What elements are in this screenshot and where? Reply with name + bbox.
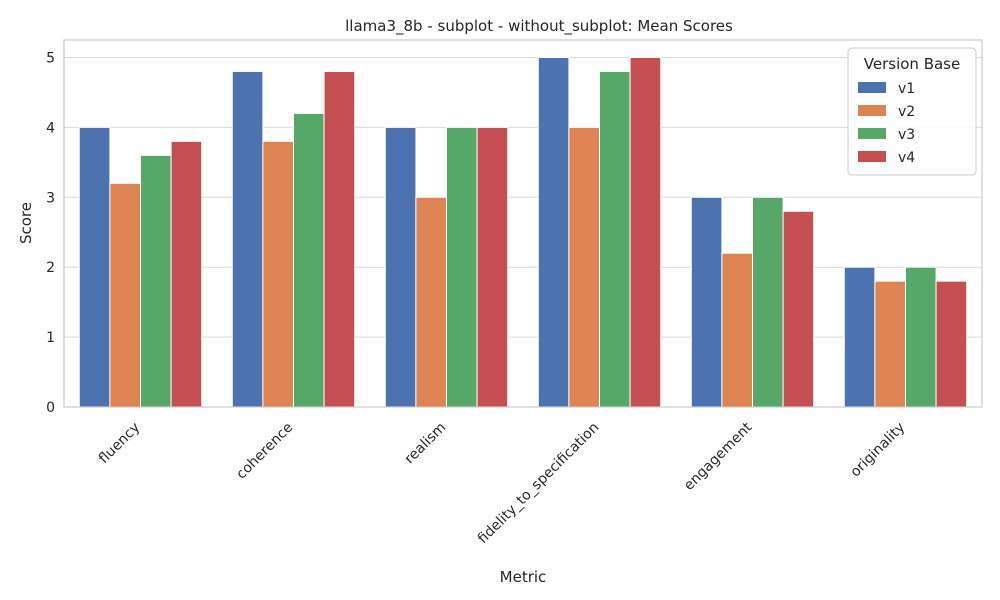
bar-v1-coherence — [231, 70, 264, 408]
legend-title: Version Base — [864, 55, 960, 73]
x-tick-label: fidelity_to_specification — [475, 420, 602, 547]
bar-v1-engagement — [690, 196, 723, 408]
legend-box — [847, 47, 977, 176]
bar-v1-fidelity_to_specification — [537, 56, 570, 408]
x-tick-label: engagement — [681, 419, 756, 494]
x-tick-label: originality — [848, 420, 909, 481]
bar-v2-originality — [874, 280, 907, 408]
x-tick-labels: fluency coherence realism fidelity_to_speci… — [96, 419, 908, 547]
bar-v2-fluency — [109, 182, 142, 408]
bars — [78, 56, 968, 408]
y-tick-label: 1 — [46, 330, 55, 346]
bar-v3-engagement — [752, 196, 784, 408]
axes — [63, 39, 983, 408]
bar-v1-realism — [384, 126, 417, 408]
bar-v3-fidelity_to_specification — [599, 70, 631, 408]
y-tick-label: 0 — [46, 400, 55, 416]
x-axis-label: Metric — [500, 568, 547, 586]
legend-label-v1: v1 — [898, 81, 915, 97]
legend: Version Base v1 v2 v3 v4 — [847, 47, 977, 176]
y-tick-label: 2 — [46, 260, 55, 276]
legend-label-v2: v2 — [898, 104, 915, 120]
bar-v3-originality — [905, 266, 937, 408]
bar-v4-coherence — [323, 70, 356, 408]
legend-swatch-v3 — [858, 128, 886, 139]
x-tick-label: fluency — [96, 420, 143, 467]
bar-v3-fluency — [140, 154, 172, 408]
x-tick-label: realism — [402, 420, 450, 468]
bar-v3-realism — [446, 126, 478, 408]
legend-label-v4: v4 — [898, 150, 915, 166]
y-tick-labels: 0 1 2 3 4 5 — [46, 50, 55, 416]
legend-swatch-v2 — [858, 105, 886, 116]
bar-v2-realism — [415, 196, 447, 408]
bar-v2-coherence — [262, 140, 294, 408]
bar-v4-fidelity_to_specification — [629, 56, 662, 408]
chart-title: llama3_8b - subplot - without_subplot: M… — [345, 17, 733, 36]
legend-swatch-v1 — [858, 82, 886, 93]
y-axis-label: Score — [17, 202, 35, 244]
bar-v4-realism — [476, 126, 509, 408]
y-tick-label: 5 — [46, 50, 55, 66]
bar-v2-fidelity_to_specification — [568, 126, 601, 408]
legend-swatch-v4 — [858, 151, 886, 162]
bar-v4-originality — [935, 280, 968, 408]
bar-v2-engagement — [721, 252, 754, 408]
y-tick-label: 4 — [46, 120, 55, 136]
bar-v1-originality — [843, 266, 876, 408]
plot-frame — [63, 39, 983, 408]
bar-v3-coherence — [293, 112, 325, 408]
legend-label-v3: v3 — [898, 127, 915, 143]
x-tick-label: coherence — [233, 420, 296, 483]
y-tick-label: 3 — [46, 190, 55, 206]
bar-v4-engagement — [782, 210, 815, 408]
bar-v4-fluency — [170, 140, 203, 408]
bar-v1-fluency — [78, 126, 111, 408]
